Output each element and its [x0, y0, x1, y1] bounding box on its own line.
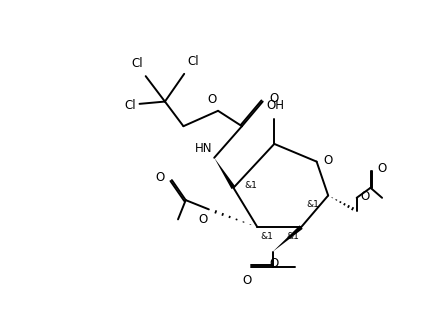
Text: &1: &1: [244, 181, 257, 190]
Polygon shape: [273, 225, 303, 252]
Text: O: O: [323, 155, 333, 167]
Text: Cl: Cl: [187, 55, 199, 68]
Text: &1: &1: [306, 200, 319, 209]
Text: Cl: Cl: [124, 99, 136, 112]
Text: Cl: Cl: [131, 57, 143, 70]
Text: HN: HN: [194, 143, 212, 156]
Text: O: O: [156, 171, 165, 184]
Text: O: O: [378, 162, 387, 175]
Text: O: O: [360, 190, 370, 203]
Text: O: O: [270, 92, 279, 105]
Text: OH: OH: [267, 99, 285, 112]
Text: &1: &1: [287, 232, 300, 241]
Text: &1: &1: [261, 232, 273, 241]
Text: O: O: [270, 257, 279, 270]
Polygon shape: [214, 158, 235, 189]
Text: O: O: [242, 274, 251, 287]
Text: O: O: [198, 213, 207, 226]
Text: O: O: [207, 93, 217, 106]
